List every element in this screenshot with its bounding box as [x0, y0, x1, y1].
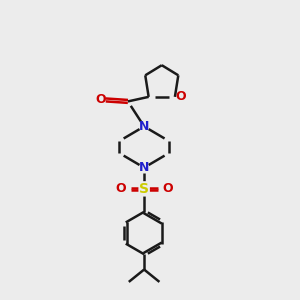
Text: O: O — [162, 182, 173, 195]
Text: O: O — [95, 93, 106, 106]
Text: N: N — [139, 120, 149, 133]
Text: N: N — [139, 161, 149, 174]
Text: O: O — [116, 182, 126, 195]
Text: O: O — [175, 90, 185, 104]
Text: S: S — [139, 182, 149, 196]
